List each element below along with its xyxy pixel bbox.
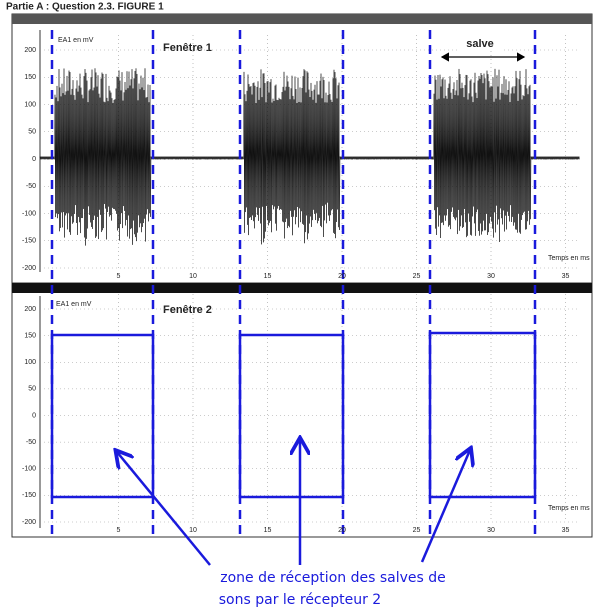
x-tick-label: 35 — [562, 527, 570, 534]
x-tick-label: 10 — [189, 527, 197, 534]
window-2-titlebar — [12, 283, 592, 293]
caption-line-2: sons par le récepteur 2 — [219, 592, 381, 608]
y-tick-label: 100 — [24, 101, 36, 108]
y-tick-label: -150 — [22, 238, 36, 245]
y-tick-label: 150 — [24, 332, 36, 339]
x-tick-label: 35 — [562, 273, 570, 280]
y-tick-label: -150 — [22, 492, 36, 499]
x-tick-label: 20 — [338, 273, 346, 280]
y-tick-label: 100 — [24, 359, 36, 366]
y-tick-label: 200 — [24, 306, 36, 313]
window-1-titlebar — [12, 14, 592, 24]
waveform — [40, 68, 580, 245]
y-axis-label-1: EA1 en mV — [58, 37, 94, 44]
x-tick-label: 10 — [189, 273, 197, 280]
y-tick-label: 0 — [32, 156, 36, 163]
y-axis-label-2: EA1 en mV — [56, 301, 92, 308]
caption-line-1: zone de réception des salves de — [220, 570, 445, 586]
x-tick-label: 5 — [117, 273, 121, 280]
x-axis-label-1: Temps en ms — [548, 255, 590, 262]
y-tick-label: 150 — [24, 74, 36, 81]
signal — [40, 68, 580, 245]
x-tick-label: 25 — [413, 527, 421, 534]
window-2-label: Fenêtre 2 — [163, 304, 212, 316]
figure: Partie A : Question 2.3. FIGURE 1 EA1 en… — [0, 0, 597, 614]
y-tick-label: -100 — [22, 210, 36, 217]
x-tick-label: 30 — [487, 273, 495, 280]
y-tick-label: 50 — [28, 129, 36, 136]
x-tick-label: 15 — [264, 273, 272, 280]
y-tick-label: 0 — [32, 412, 36, 419]
y-tick-label: -200 — [22, 265, 36, 272]
x-tick-label: 20 — [338, 527, 346, 534]
figure-title: Partie A : Question 2.3. FIGURE 1 — [6, 2, 164, 13]
salve-label: salve — [466, 38, 494, 50]
y-tick-label: -200 — [22, 519, 36, 526]
x-tick-label: 15 — [264, 527, 272, 534]
window-1-label: Fenêtre 1 — [163, 42, 212, 54]
y-tick-label: 50 — [28, 386, 36, 393]
reception-zones — [52, 333, 535, 565]
x-tick-label: 30 — [487, 527, 495, 534]
y-tick-label: -50 — [26, 183, 36, 190]
x-axis-label-2: Temps en ms — [548, 505, 590, 512]
x-tick-label: 25 — [413, 273, 421, 280]
x-tick-label: 5 — [117, 527, 121, 534]
y-tick-label: -50 — [26, 439, 36, 446]
window-2-frame — [12, 283, 592, 537]
y-tick-label: 200 — [24, 47, 36, 54]
y-tick-label: -100 — [22, 466, 36, 473]
